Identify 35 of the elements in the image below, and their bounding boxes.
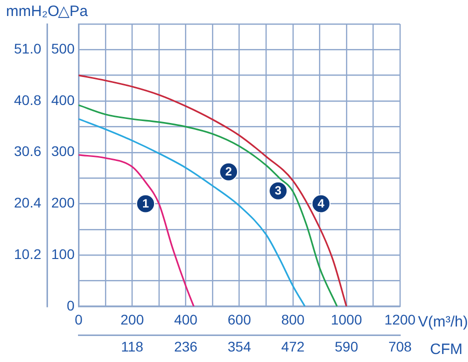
annotation: 1 (142, 196, 150, 211)
y2-tick-label: 10.2 (14, 246, 42, 262)
annotation: 4 (318, 196, 325, 211)
x-tick-label: 200 (120, 312, 144, 328)
y-axis-title: △Pa (58, 3, 89, 20)
x-axis-title: V(m³/h) (418, 313, 468, 330)
x2-tick-label: 118 (121, 338, 144, 354)
y-tick-label: 400 (51, 92, 75, 108)
x-tick-label: 1200 (384, 312, 416, 328)
x2-tick-label: 590 (334, 338, 358, 354)
y2-tick-label: 40.8 (14, 92, 42, 108)
y-tick-label: 300 (51, 143, 75, 160)
y-tick-label: 0 (66, 297, 75, 314)
y-tick-label: 500 (51, 40, 75, 57)
line-series (78, 74, 348, 306)
y2-axis-title: mmH₂O (6, 3, 60, 20)
y2-tick-label: 51.0 (14, 40, 42, 57)
annotation: 2 (225, 164, 232, 179)
annotation: 3 (274, 184, 282, 198)
y-tick-label: 200 (51, 194, 75, 211)
y2-tick-label: 20.4 (14, 194, 42, 211)
x-tick-label: 1000 (330, 312, 362, 328)
x2-tick-label: 472 (281, 338, 305, 354)
x2-axis-title: CFM (430, 341, 462, 358)
line-series (78, 118, 306, 306)
y-tick-label: 100 (51, 246, 75, 262)
line-series (78, 104, 338, 306)
y2-tick-label: 30.6 (14, 143, 42, 160)
x2-tick-label: 708 (388, 338, 412, 354)
x2-tick-label: 236 (174, 338, 198, 354)
x-tick-label: 800 (281, 312, 305, 328)
x-tick-label: 400 (174, 312, 198, 328)
line-series (78, 154, 195, 306)
x-tick-label: 600 (228, 312, 252, 328)
x2-tick-label: 354 (228, 338, 252, 354)
